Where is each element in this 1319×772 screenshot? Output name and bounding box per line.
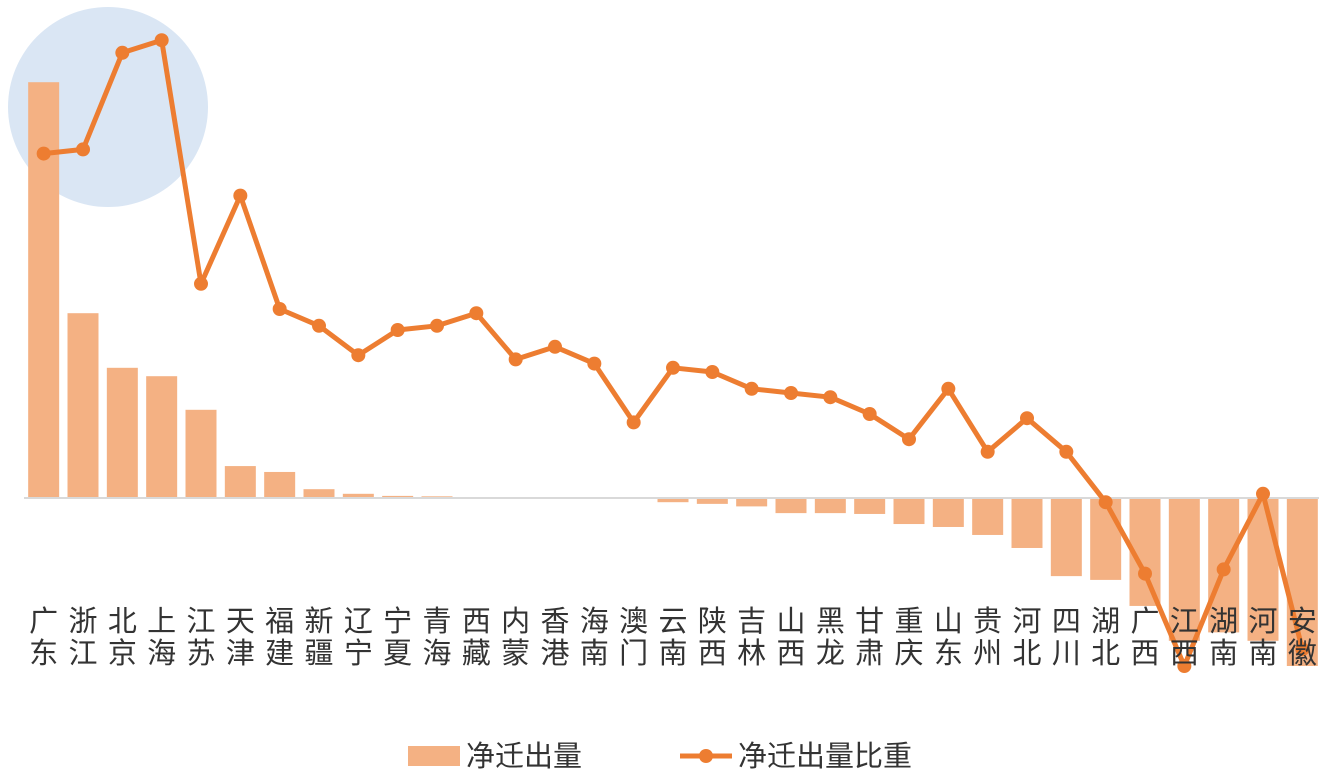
line-point [233, 188, 248, 203]
line-point [469, 306, 484, 321]
x-tick-label: 山西 [776, 604, 806, 670]
bar [775, 498, 807, 514]
line-point [1256, 486, 1270, 501]
bar [1247, 498, 1279, 641]
x-tick-label: 安徽 [1287, 604, 1317, 670]
x-tick-label: 湖北 [1091, 604, 1121, 670]
x-tick-label: 辽宁 [343, 604, 373, 670]
bar [893, 498, 925, 525]
bar [224, 466, 256, 498]
bar [932, 498, 964, 527]
line-point [1098, 495, 1113, 510]
line-point [312, 318, 326, 333]
bar [814, 498, 846, 514]
x-tick-label: 河北 [1012, 604, 1042, 670]
x-tick-label: 贵州 [973, 604, 1003, 670]
bar [303, 489, 335, 498]
x-tick-label: 青海 [422, 604, 452, 670]
line-point [272, 302, 287, 316]
bar [382, 495, 414, 498]
legend-label: 净迁出量比重 [738, 739, 913, 772]
x-tick-label: 四川 [1051, 604, 1081, 670]
legend-swatch [699, 749, 713, 763]
x-tick-label: 天津 [225, 604, 255, 670]
x-tick-label: 河南 [1248, 604, 1278, 670]
bar [67, 313, 99, 498]
x-tick-label: 山东 [933, 604, 963, 670]
line-point [548, 339, 562, 354]
bar [657, 498, 689, 503]
bar [264, 471, 296, 498]
line-point [823, 390, 838, 405]
line-point [351, 348, 366, 363]
legend-label: 净迁出量 [466, 739, 583, 772]
bar [1011, 498, 1043, 548]
line-point [626, 415, 641, 430]
line-point [744, 381, 759, 396]
line-point [1020, 411, 1034, 426]
bar [106, 367, 138, 498]
x-tick-label: 福建 [265, 604, 295, 670]
x-tick-label: 澳门 [619, 604, 649, 670]
line-point [36, 146, 51, 161]
line-point [430, 318, 444, 333]
x-tick-label: 重庆 [894, 604, 924, 670]
line-point [862, 407, 877, 421]
x-tick-label: 江西 [1169, 604, 1199, 670]
x-tick-label: 湖南 [1209, 604, 1239, 670]
bar [1090, 498, 1122, 580]
x-tick-label: 广西 [1130, 604, 1160, 670]
line-point [980, 444, 995, 459]
line-point [390, 323, 405, 337]
bar [972, 498, 1004, 535]
bar [854, 498, 886, 514]
x-tick-label: 吉林 [737, 604, 767, 670]
bar [342, 493, 374, 498]
line-point [1138, 566, 1152, 581]
line-point [508, 352, 523, 367]
bar [1286, 498, 1318, 666]
x-tick-label: 上海 [147, 604, 177, 670]
x-tick-label: 广东 [29, 604, 59, 670]
line-point [1216, 562, 1231, 577]
line-point [587, 356, 602, 371]
x-tick-label: 江苏 [186, 604, 216, 670]
bar [1050, 498, 1082, 577]
x-tick-label: 陕西 [697, 604, 727, 670]
x-tick-label: 香港 [540, 604, 570, 670]
x-tick-label: 新疆 [304, 604, 334, 670]
x-tick-label: 黑龙 [815, 604, 845, 670]
x-tick-label: 内蒙 [501, 604, 531, 670]
x-tick-label: 甘肃 [855, 604, 885, 670]
line-point [666, 360, 680, 375]
x-tick-label: 云南 [658, 604, 688, 670]
bar [146, 376, 178, 498]
bar [28, 82, 60, 498]
x-tick-label: 浙江 [68, 604, 98, 670]
line-point [941, 381, 956, 396]
line-point [1059, 444, 1074, 459]
legend-swatch [408, 746, 460, 766]
bar [1168, 498, 1200, 641]
line-point [194, 276, 208, 291]
x-tick-label: 海南 [579, 604, 609, 670]
line-point [705, 365, 720, 379]
line-point [154, 33, 169, 48]
bar [185, 409, 217, 498]
line-point [1177, 659, 1192, 673]
bar [736, 498, 768, 507]
x-tick-label: 西藏 [461, 604, 491, 670]
line-point [76, 142, 90, 157]
line-point [784, 386, 798, 400]
x-tick-label: 宁夏 [383, 604, 413, 670]
line-point [902, 432, 916, 447]
line-point [115, 45, 130, 60]
bar [696, 498, 728, 504]
line-point [1295, 642, 1310, 657]
x-tick-label: 北京 [107, 604, 137, 670]
